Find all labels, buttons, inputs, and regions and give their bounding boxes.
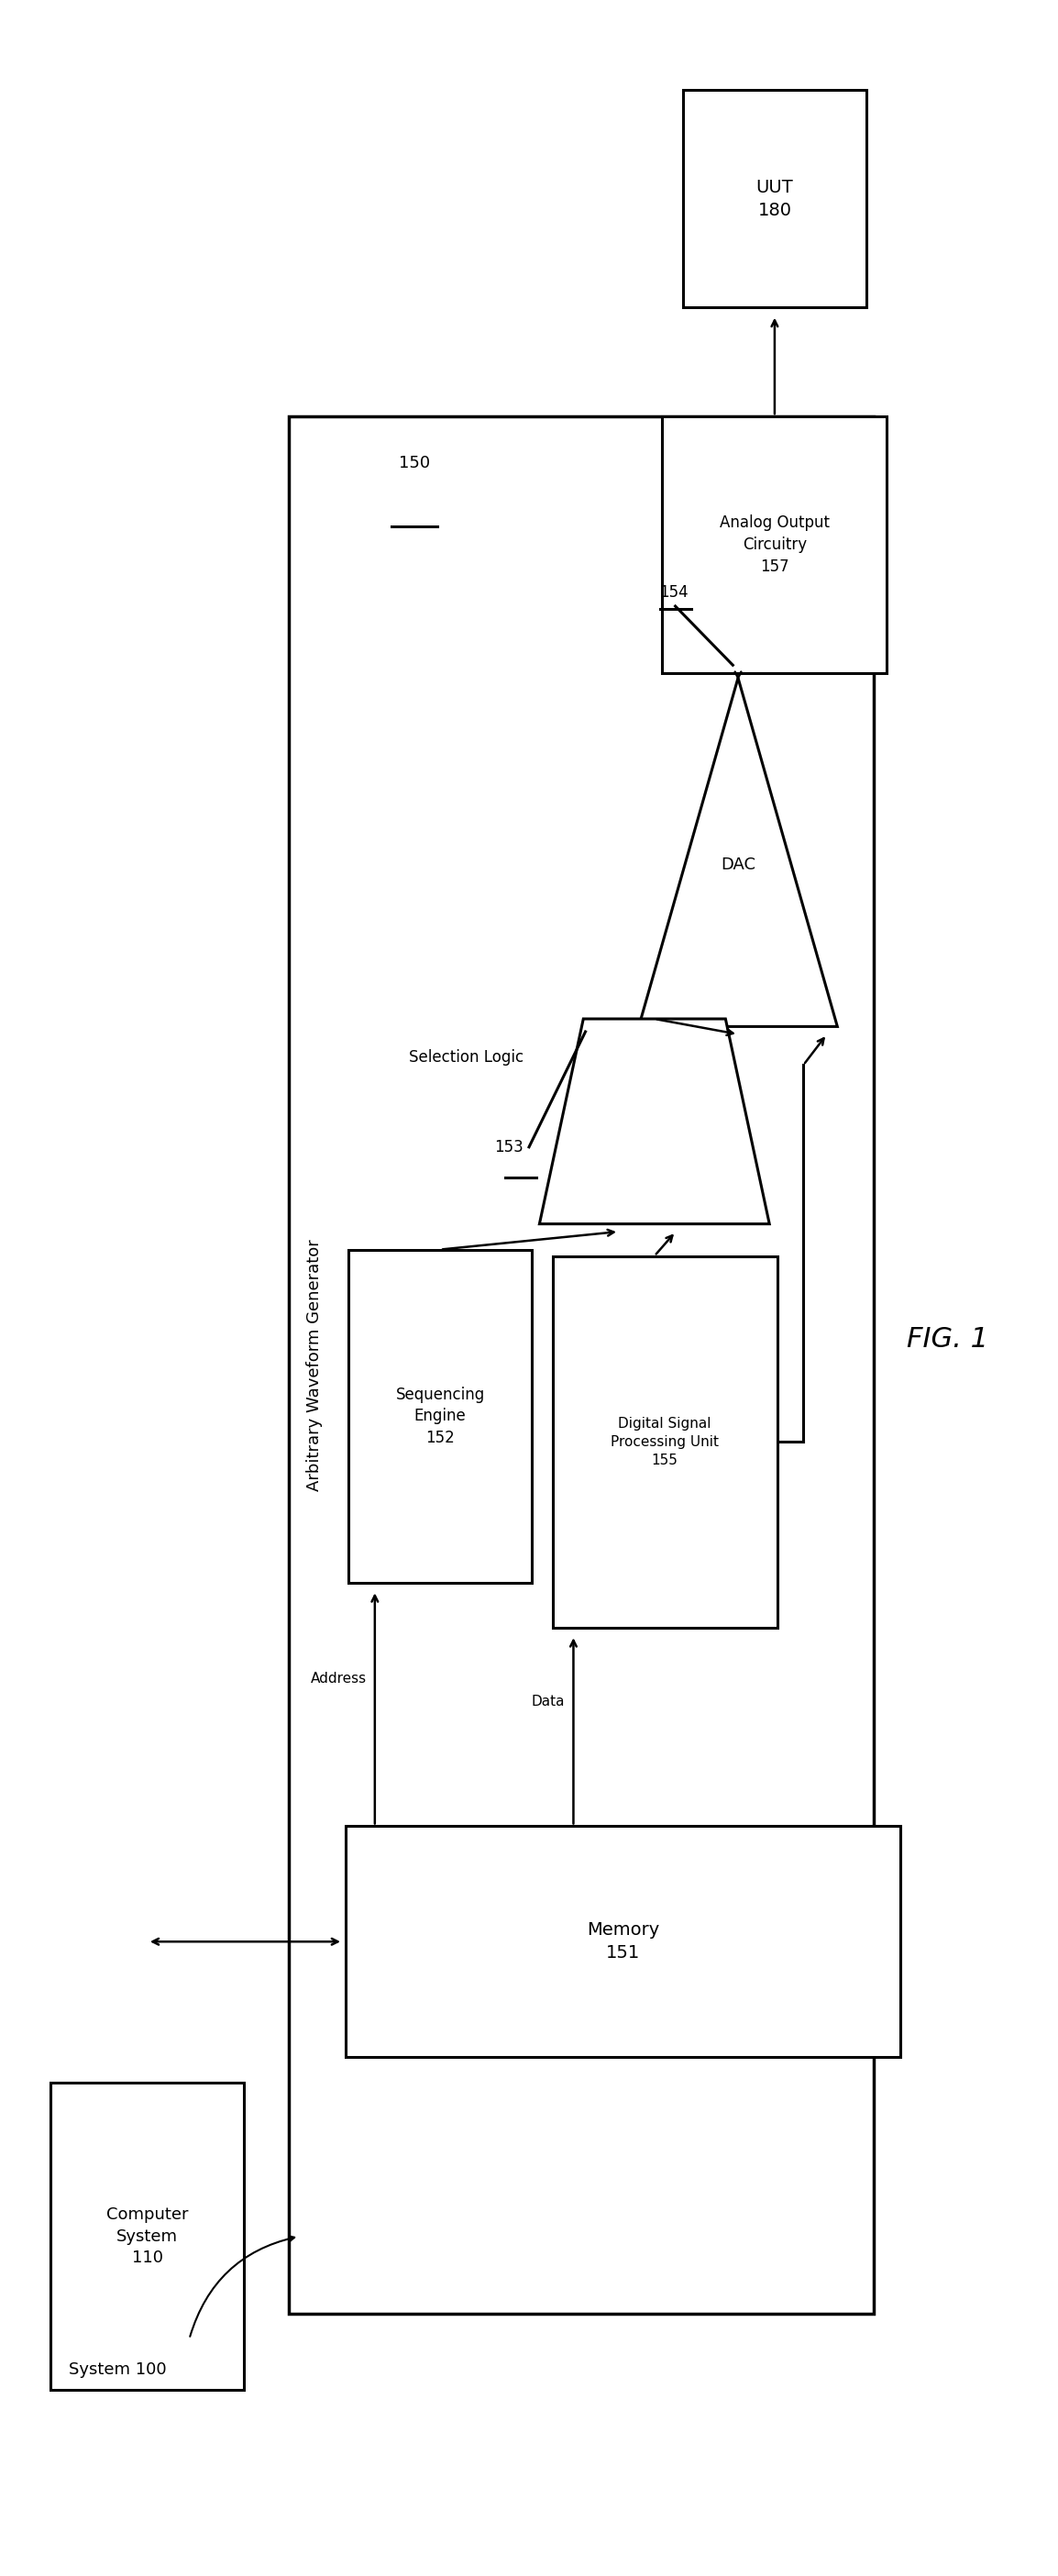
Text: UUT
180: UUT 180 [756, 178, 794, 219]
Polygon shape [540, 1020, 769, 1224]
Text: Selection Logic: Selection Logic [409, 1048, 524, 1066]
Bar [51, 2081, 244, 2391]
Text: 154: 154 [659, 585, 689, 600]
Text: Data: Data [531, 1695, 565, 1708]
Text: 150: 150 [399, 456, 430, 471]
Text: System 100: System 100 [69, 2362, 167, 2378]
Bar [552, 1257, 778, 1628]
Bar [662, 417, 887, 672]
Text: Arbitrary Waveform Generator: Arbitrary Waveform Generator [307, 1239, 323, 1492]
Bar [289, 417, 874, 2313]
Text: 153: 153 [495, 1139, 524, 1154]
Text: FIG. 1: FIG. 1 [907, 1327, 988, 1352]
Text: Sequencing
Engine
152: Sequencing Engine 152 [396, 1386, 485, 1445]
Text: Computer
System
110: Computer System 110 [107, 2208, 188, 2267]
Text: Memory
151: Memory 151 [587, 1922, 659, 1963]
Bar [683, 90, 867, 307]
Bar [346, 1826, 900, 2058]
Bar [349, 1249, 531, 1582]
Text: Digital Signal
Processing Unit
155: Digital Signal Processing Unit 155 [610, 1417, 719, 1466]
Text: Analog Output
Circuitry
157: Analog Output Circuitry 157 [719, 515, 829, 574]
Text: Address: Address [310, 1672, 366, 1685]
Text: DAC: DAC [720, 858, 755, 873]
Polygon shape [639, 677, 837, 1028]
